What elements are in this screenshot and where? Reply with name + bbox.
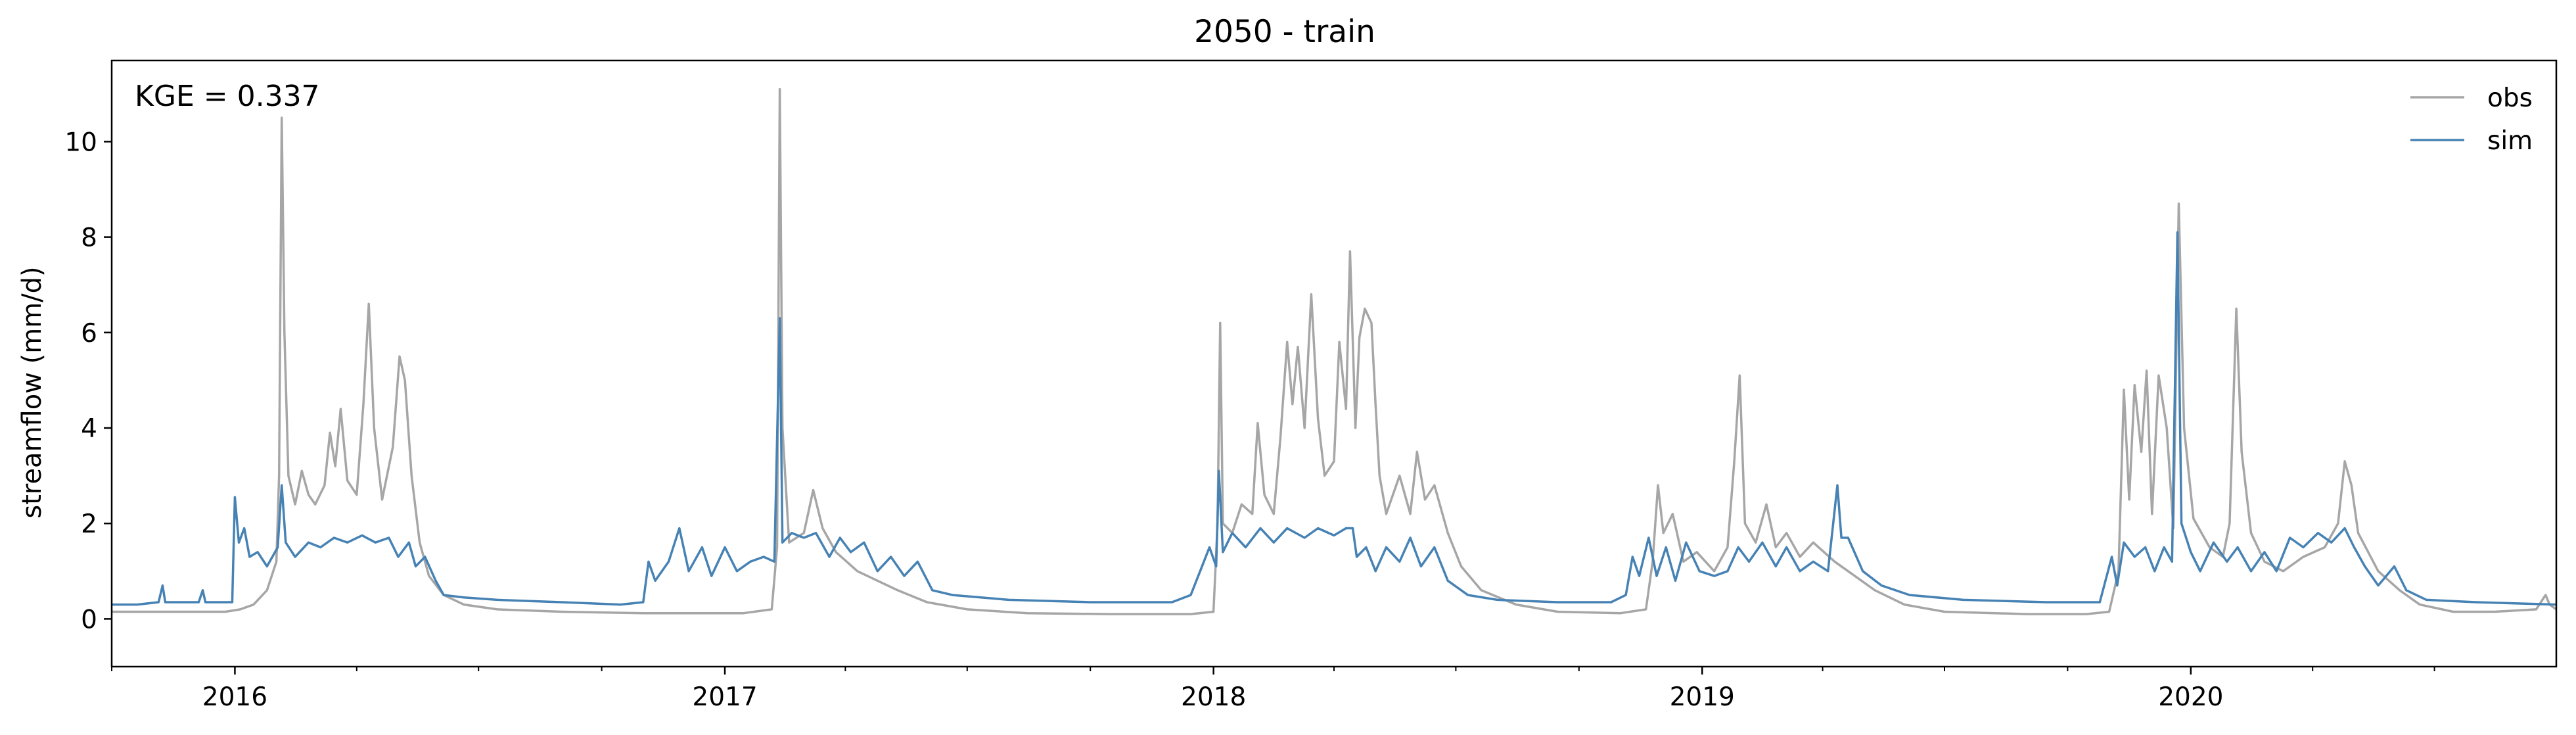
chart-title: 2050 - train — [1194, 14, 1375, 50]
y-tick-label: 8 — [81, 224, 97, 253]
y-axis-ticks: 0 2 4 6 8 10 — [64, 128, 112, 634]
x-tick-label: 2016 — [202, 682, 267, 712]
y-tick-label: 2 — [81, 510, 97, 539]
x-axis-ticks: 2016 2017 2018 2019 2020 — [111, 667, 2435, 712]
series-layer — [112, 87, 2556, 615]
y-axis-label: streamflow (mm/d) — [17, 266, 47, 518]
legend: obs sim — [2410, 83, 2533, 156]
x-tick-label: 2020 — [2158, 682, 2223, 712]
series-line-sim — [112, 231, 2556, 606]
x-tick-label: 2019 — [1670, 682, 1735, 712]
y-tick-label: 10 — [64, 128, 97, 157]
legend-label-obs: obs — [2487, 83, 2533, 113]
plot-frame — [110, 59, 2558, 668]
plot-area — [110, 59, 2558, 668]
y-tick-label: 0 — [81, 605, 97, 634]
y-tick-label: 4 — [81, 414, 97, 444]
x-tick-label: 2018 — [1181, 682, 1246, 712]
x-tick-label: 2017 — [692, 682, 757, 712]
y-tick-label: 6 — [81, 319, 97, 348]
legend-label-sim: sim — [2487, 126, 2533, 156]
kge-annotation: KGE = 0.337 — [135, 80, 320, 113]
